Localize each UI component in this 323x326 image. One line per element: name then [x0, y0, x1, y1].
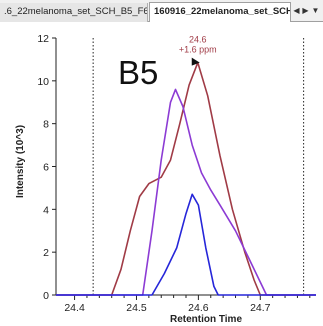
series-line-1	[56, 88, 316, 296]
series-line-0	[56, 61, 316, 296]
chevron-left-icon[interactable]: ◀	[293, 6, 300, 15]
peak-marker-icon	[191, 57, 200, 66]
dropdown-icon[interactable]: ▼	[311, 6, 320, 15]
x-tick-label-2: 24.6	[188, 302, 209, 314]
y-tick-label-1: 2	[43, 247, 49, 259]
y-tick-label-5: 10	[37, 76, 49, 88]
x-axis-label: Retention Time	[170, 314, 242, 325]
y-tick-label-4: 8	[43, 119, 49, 131]
y-tick-label-6: 12	[37, 33, 49, 45]
y-axis-label: Intensity (10^3)	[15, 125, 26, 198]
tab-bar: .6_22melanoma_set_SCH_B5_F6 160916_22mel…	[0, 0, 323, 22]
peak-label-rt: 24.6	[189, 35, 207, 45]
tab-f7[interactable]: 160916_22melanoma_set_SCH_B5_F7	[149, 2, 291, 22]
y-tick-label-2: 4	[43, 204, 49, 216]
peak-label-ppm: +1.6 ppm	[179, 45, 217, 55]
x-tick-label-1: 24.5	[126, 302, 147, 314]
sample-label: B5	[118, 54, 158, 91]
series-line-2	[56, 193, 316, 296]
y-tick-label-0: 0	[43, 290, 49, 302]
chevron-right-icon[interactable]: ▶	[302, 6, 309, 15]
tab-f6[interactable]: .6_22melanoma_set_SCH_B5_F6	[0, 3, 148, 22]
x-tick-label-0: 24.4	[64, 302, 85, 314]
x-tick-label-3: 24.7	[250, 302, 271, 314]
y-tick-label-3: 6	[43, 162, 49, 174]
